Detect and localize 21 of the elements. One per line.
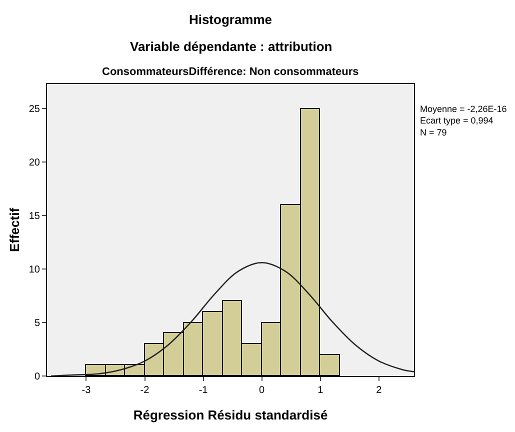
y-tick-label: 25 (28, 104, 40, 116)
line-series (50, 262, 414, 376)
text: Moyenne = -2,26E-16 (420, 104, 507, 114)
text: N = 79 (420, 127, 447, 138)
text: Ecart type = 0,994 (420, 116, 494, 126)
y-axis-title: Effectif (6, 207, 22, 252)
x-tick-label: 1 (318, 385, 324, 396)
x-tick-label: 2 (376, 385, 382, 396)
x-tick-label: -2 (140, 385, 150, 396)
chart-title: Histogramme (188, 12, 272, 28)
chart-subtitle: Variable dépendante : attribution (130, 39, 332, 54)
y-tick-label: 20 (28, 158, 40, 169)
y-tick-label: 5 (34, 318, 40, 330)
y-tick-label: 15 (28, 211, 40, 222)
x-tick-label: 0 (259, 385, 266, 396)
y-tick-label: 0 (34, 372, 40, 382)
x-axis-title: Régression Résidu standardisé (133, 408, 328, 423)
x-tick-label: -3 (82, 385, 92, 396)
text: ConsommateursDifférence: Non consommateurs (102, 66, 359, 78)
x-tick-label: -1 (198, 385, 208, 396)
y-tick-label: 10 (28, 264, 40, 276)
